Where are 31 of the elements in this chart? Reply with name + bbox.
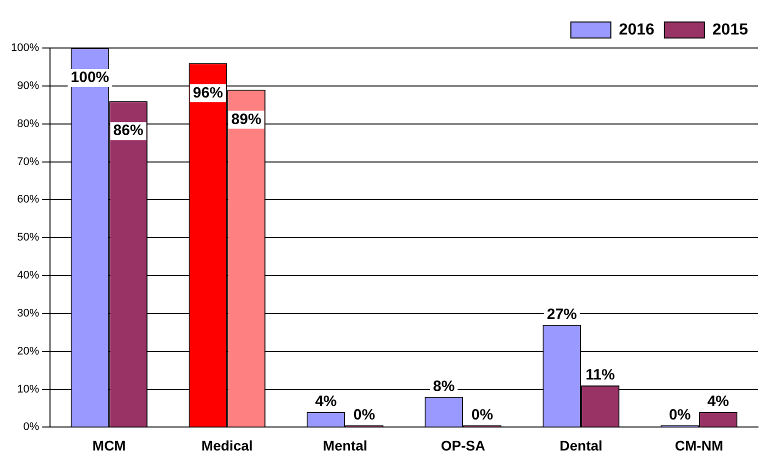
data-label: 96% xyxy=(192,84,223,102)
x-tick-label: Dental xyxy=(560,437,602,454)
y-tick-label: 50% xyxy=(17,232,40,244)
data-label: 89% xyxy=(231,110,262,128)
data-label: 8% xyxy=(433,378,455,396)
x-tick-label: MCM xyxy=(92,437,126,454)
y-tick-label: 80% xyxy=(17,118,40,130)
y-tick-label: 0% xyxy=(23,421,40,434)
y-tick-label: 30% xyxy=(17,307,40,320)
y-tick-label: 100% xyxy=(10,42,40,54)
x-tick-label: OP-SA xyxy=(440,437,486,454)
data-label: 11% xyxy=(586,366,615,384)
y-tick-label: 40% xyxy=(17,270,40,282)
data-label: 4% xyxy=(707,393,730,410)
y-tick-label: 70% xyxy=(17,156,40,168)
data-label: 27% xyxy=(546,306,577,323)
x-tick-label: Mental xyxy=(322,437,368,454)
legend-label: 2015 xyxy=(712,21,748,38)
data-label: 0% xyxy=(668,406,691,424)
data-label: 4% xyxy=(315,393,337,410)
data-label: 0% xyxy=(353,406,376,424)
y-tick-label: 60% xyxy=(17,194,40,206)
y-tick-label: 20% xyxy=(17,345,40,358)
data-label: 86% xyxy=(113,122,144,140)
y-tick-label: 90% xyxy=(17,80,40,92)
x-tick-label: CM-NM xyxy=(674,437,724,454)
legend-label: 2016 xyxy=(618,21,655,38)
data-label: 0% xyxy=(471,406,494,424)
data-label: 100% xyxy=(70,69,110,86)
x-tick-label: Medical xyxy=(201,437,253,454)
y-tick-label: 10% xyxy=(17,383,40,396)
